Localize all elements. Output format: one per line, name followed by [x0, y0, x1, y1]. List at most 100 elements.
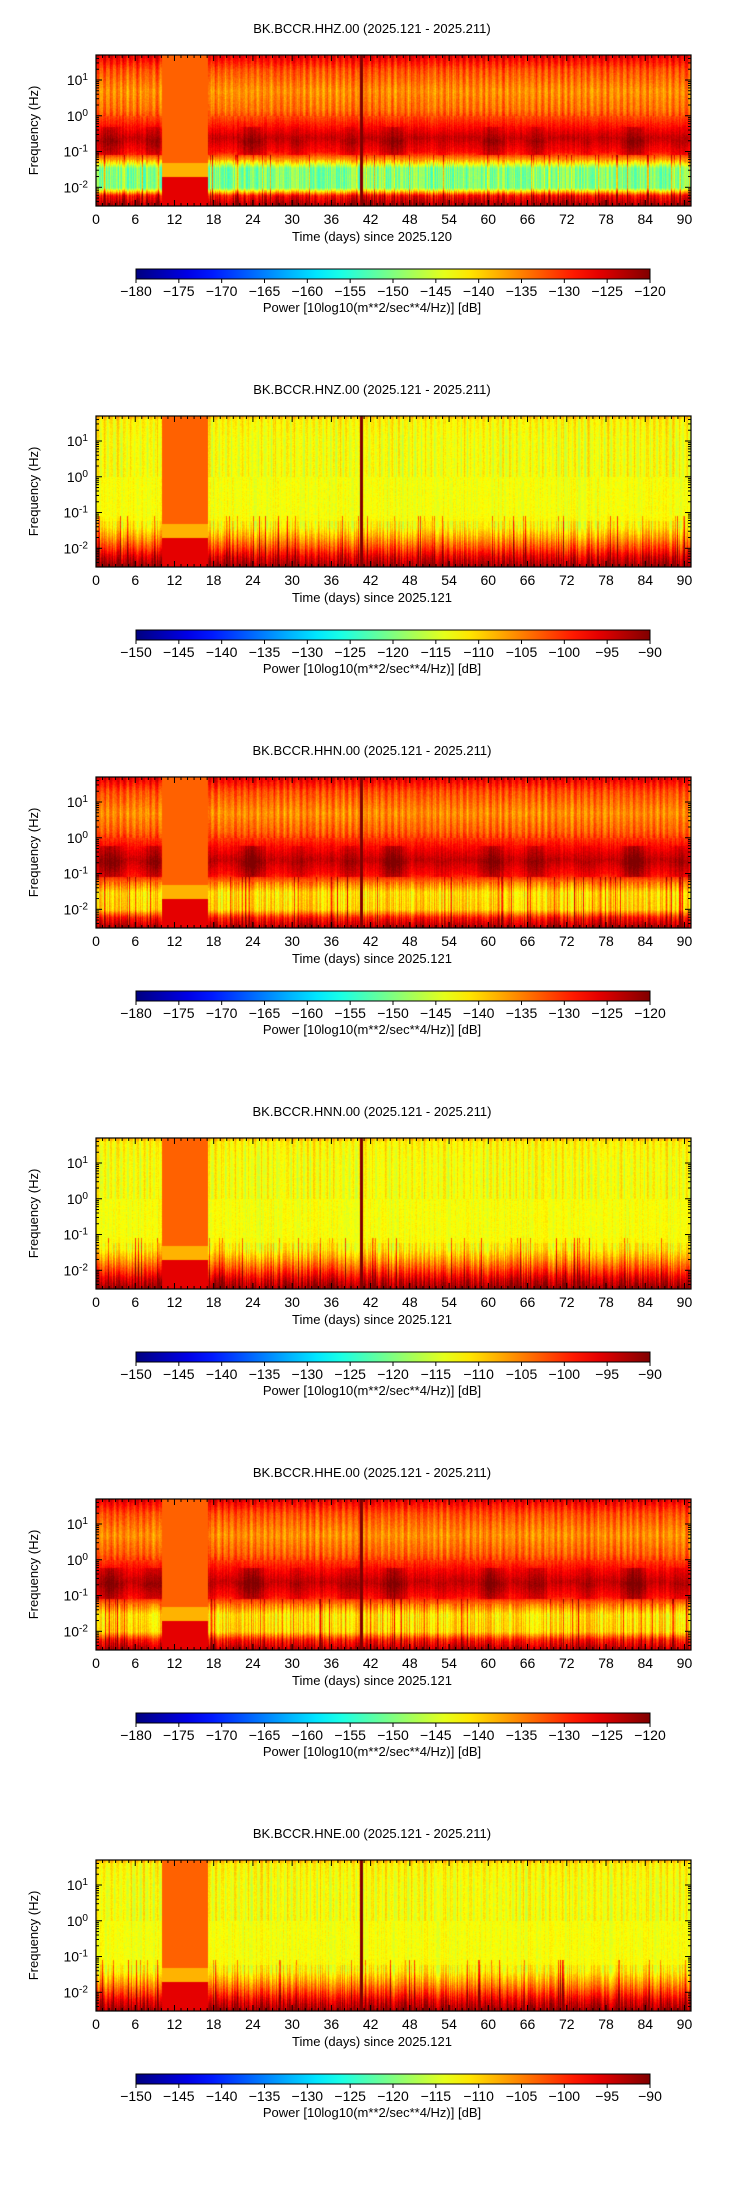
x-tick-label: 24: [245, 933, 261, 949]
x-tick-label: 18: [206, 211, 222, 227]
colorbar-tick-label: −130: [549, 283, 581, 299]
y-tick-label: 10-1: [63, 1227, 88, 1243]
x-tick-label: 0: [92, 2016, 100, 2032]
colorbar-tick-label: −135: [506, 1727, 538, 1743]
colorbar-tick-label: −170: [206, 283, 238, 299]
x-tick-label: 84: [637, 933, 653, 949]
colorbar-tick-label: −120: [634, 1005, 666, 1021]
x-tick-label: 24: [245, 1294, 261, 1310]
x-tick-label: 84: [637, 1294, 653, 1310]
colorbar-tick-label: −135: [249, 1366, 281, 1382]
colorbar-tick-label: −140: [463, 1727, 495, 1743]
colorbar-tick-label: −165: [249, 1005, 281, 1021]
y-axis-label: Frequency (Hz): [26, 1169, 41, 1259]
y-tick-label: 100: [67, 1552, 89, 1568]
x-tick-label: 12: [167, 2016, 183, 2032]
x-tick-label: 60: [481, 2016, 497, 2032]
x-tick-label: 84: [637, 211, 653, 227]
colorbar-tick-label: −135: [506, 1005, 538, 1021]
y-axis-label: Frequency (Hz): [26, 86, 41, 176]
plot-frame: [95, 1859, 692, 2012]
x-tick-label: 54: [441, 933, 457, 949]
x-tick-label: 6: [131, 1655, 139, 1671]
spectrogram-image: [96, 1860, 691, 2011]
colorbar-tick-label: −110: [463, 644, 494, 660]
x-tick-label: 30: [284, 572, 300, 588]
plot-frame: [95, 54, 692, 207]
y-tick-label: 10-2: [63, 1623, 88, 1639]
colorbar-tick-label: −155: [334, 1005, 366, 1021]
colorbar-tick-label: −155: [334, 283, 366, 299]
x-tick-label: 36: [324, 2016, 340, 2032]
plot-frame: [95, 1137, 692, 1290]
colorbar-tick-label: −170: [206, 1005, 238, 1021]
y-tick-label: 100: [67, 830, 89, 846]
x-tick-label: 66: [520, 1294, 536, 1310]
spectrogram-panel: BK.BCCR.HHE.00 (2025.121 - 2025.211) 0 6 12…: [26, 1465, 692, 1759]
x-tick-label: 42: [363, 933, 379, 949]
x-tick-label: 66: [520, 933, 536, 949]
colorbar: [135, 1712, 651, 1724]
x-tick-label: 90: [677, 2016, 693, 2032]
colorbar-tick-label: −150: [120, 1366, 152, 1382]
x-tick-label: 6: [131, 572, 139, 588]
x-axis-label: Time (days) since 2025.121: [292, 951, 452, 966]
x-tick-label: 18: [206, 933, 222, 949]
colorbar-tick-label: −145: [163, 1366, 195, 1382]
colorbar-label: Power [10log10(m**2/sec**4/Hz)] [dB]: [263, 661, 481, 676]
colorbar-tick-label: −140: [206, 2088, 238, 2104]
x-tick-label: 54: [441, 2016, 457, 2032]
colorbar-tick-label: −180: [120, 283, 152, 299]
x-tick-label: 12: [167, 211, 183, 227]
y-tick-label: 10-2: [63, 179, 88, 195]
colorbar-tick-label: −130: [549, 1005, 581, 1021]
x-tick-label: 60: [481, 1294, 497, 1310]
y-tick-label: 101: [67, 794, 89, 810]
x-tick-label: 42: [363, 211, 379, 227]
y-tick-label: 10-1: [63, 866, 88, 882]
x-tick-label: 36: [324, 1655, 340, 1671]
x-tick-label: 0: [92, 1655, 100, 1671]
colorbar-tick-label: −175: [163, 1005, 195, 1021]
x-axis-label: Time (days) since 2025.121: [292, 2034, 452, 2049]
spectrogram-image: [96, 55, 691, 206]
y-tick-label: 101: [67, 1155, 89, 1171]
colorbar-tick-label: −125: [334, 644, 366, 660]
x-tick-label: 24: [245, 211, 261, 227]
colorbar-tick-label: −145: [420, 283, 452, 299]
colorbar-tick-label: −135: [249, 2088, 281, 2104]
colorbar: [135, 268, 651, 280]
colorbar-tick-label: −95: [595, 1366, 619, 1382]
x-tick-label: 78: [598, 211, 614, 227]
x-tick-label: 30: [284, 2016, 300, 2032]
y-tick-label: 100: [67, 108, 89, 124]
y-tick-label: 10-1: [63, 505, 88, 521]
colorbar-tick-label: −125: [591, 1727, 623, 1743]
colorbar-tick-label: −145: [420, 1005, 452, 1021]
colorbar-tick-label: −150: [377, 283, 409, 299]
x-tick-label: 42: [363, 572, 379, 588]
y-tick-label: 10-1: [63, 144, 88, 160]
x-tick-label: 6: [131, 211, 139, 227]
y-tick-label: 101: [67, 433, 89, 449]
colorbar-tick-label: −130: [549, 1727, 581, 1743]
colorbar-tick-label: −180: [120, 1727, 152, 1743]
panel-title: BK.BCCR.HNN.00 (2025.121 - 2025.211): [253, 1104, 492, 1119]
x-tick-label: 18: [206, 572, 222, 588]
x-tick-label: 18: [206, 2016, 222, 2032]
colorbar-label: Power [10log10(m**2/sec**4/Hz)] [dB]: [263, 2105, 481, 2120]
y-tick-label: 101: [67, 1877, 89, 1893]
colorbar-tick-label: −125: [591, 1005, 623, 1021]
colorbar-tick-label: −140: [206, 1366, 238, 1382]
colorbar-tick-label: −115: [421, 2088, 452, 2104]
x-tick-label: 66: [520, 2016, 536, 2032]
x-tick-label: 0: [92, 211, 100, 227]
x-tick-label: 24: [245, 572, 261, 588]
plot-frame: [95, 776, 692, 929]
colorbar-label: Power [10log10(m**2/sec**4/Hz)] [dB]: [263, 1383, 481, 1398]
colorbar-tick-label: −165: [249, 283, 281, 299]
colorbar-tick-label: −175: [163, 1727, 195, 1743]
x-tick-label: 48: [402, 933, 418, 949]
x-tick-label: 0: [92, 1294, 100, 1310]
y-axis-label: Frequency (Hz): [26, 1530, 41, 1620]
